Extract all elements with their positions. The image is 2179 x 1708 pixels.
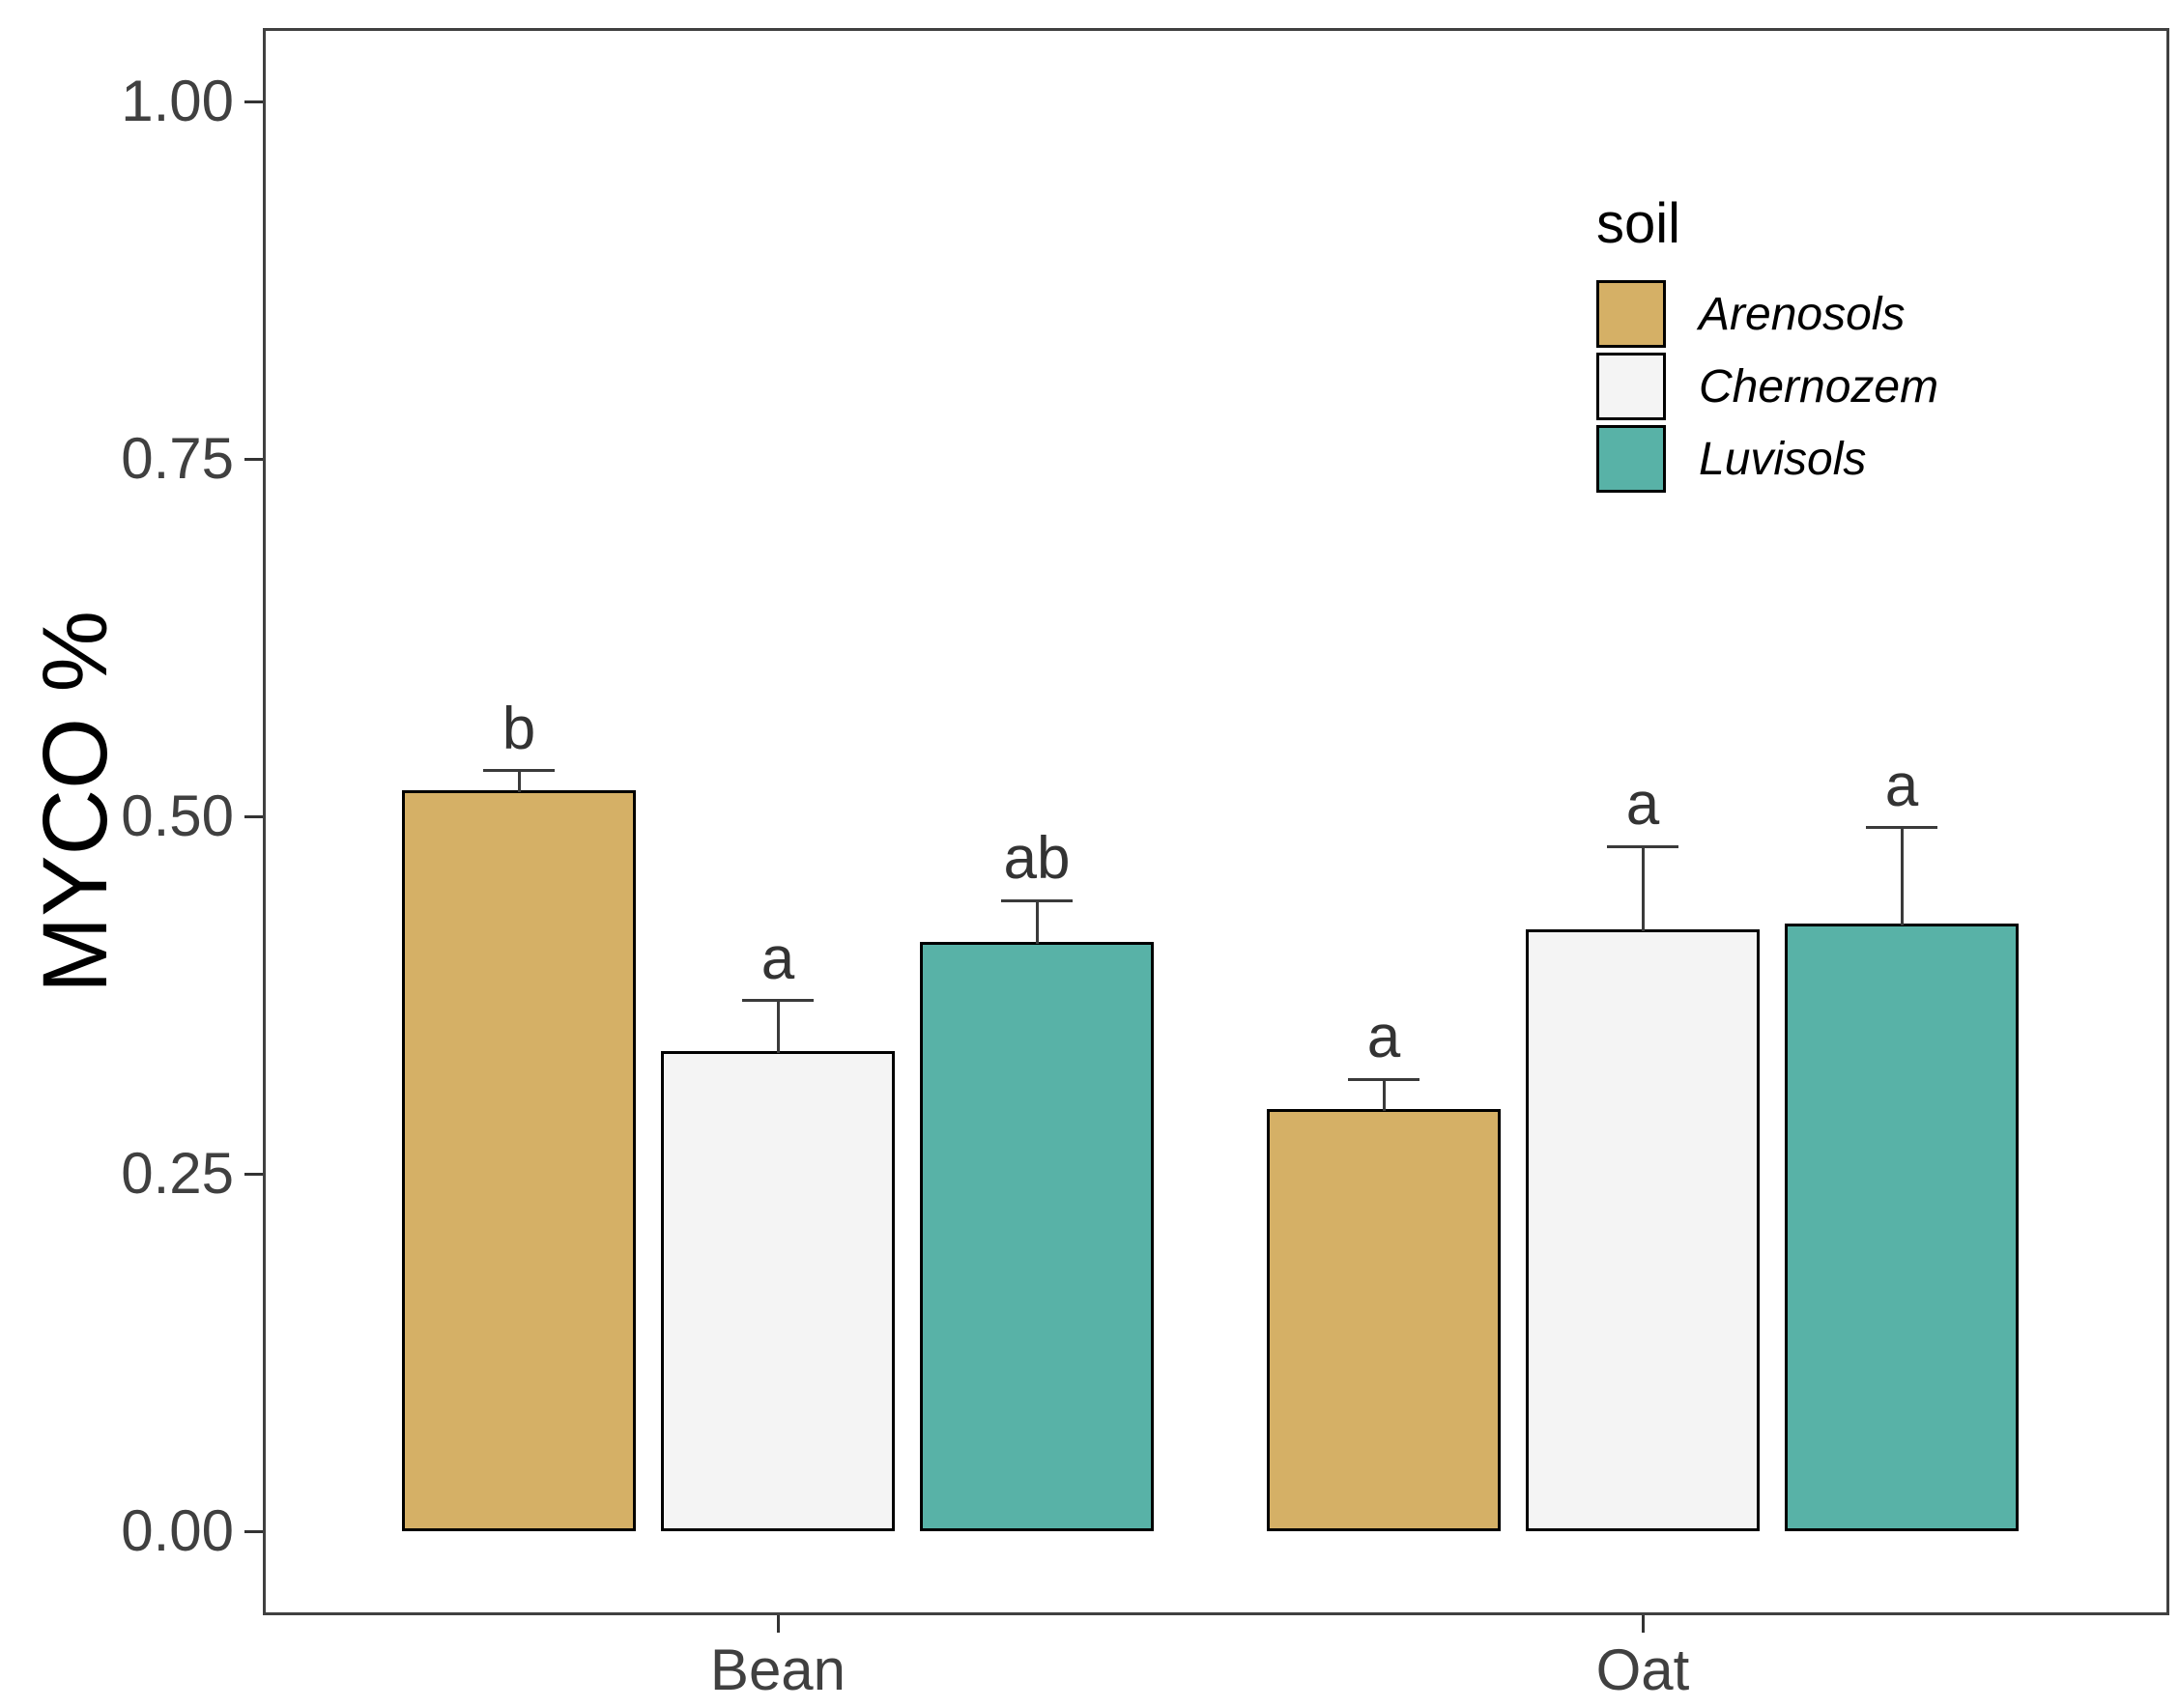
significance-letter: a <box>1884 752 1919 819</box>
y-tick-mark <box>244 1529 263 1533</box>
error-bar-cap <box>742 999 814 1003</box>
legend-key-swatch-arenosols <box>1596 280 1666 348</box>
bar-luvisols-oat <box>1785 924 2019 1531</box>
error-bar-whisker <box>1641 846 1645 931</box>
bar-chernozem-bean <box>661 1050 895 1531</box>
error-bar-cap <box>1607 844 1678 848</box>
y-tick-mark <box>244 814 263 818</box>
x-tick-label-oat: Oat <box>1595 1637 1690 1702</box>
error-bar-whisker <box>1382 1079 1386 1112</box>
significance-letter: ab <box>1003 825 1071 893</box>
error-bar-whisker <box>517 770 521 793</box>
error-bar-cap <box>1348 1077 1419 1081</box>
y-tick-label: 0.75 <box>121 426 234 491</box>
legend-key-swatch-luvisols <box>1596 425 1666 493</box>
legend-item-arenosols: Arenosols <box>1596 280 1938 348</box>
y-tick-mark <box>244 457 263 461</box>
error-bar-cap <box>1001 898 1073 902</box>
bar-chernozem-oat <box>1526 928 1760 1531</box>
x-tick-mark <box>1641 1615 1645 1633</box>
legend-item-luvisols: Luvisols <box>1596 425 1938 493</box>
y-tick-label: 0.00 <box>121 1498 234 1563</box>
significance-letter: a <box>760 925 795 992</box>
legend-key-swatch-chernozem <box>1596 353 1666 420</box>
significance-letter: b <box>502 695 536 762</box>
error-bar-whisker <box>776 1000 780 1053</box>
error-bar-whisker <box>1900 827 1904 925</box>
x-tick-mark <box>776 1615 780 1633</box>
bar-arenosols-bean <box>402 790 636 1531</box>
y-tick-label: 1.00 <box>121 69 234 133</box>
significance-letter: a <box>1366 1004 1401 1071</box>
x-tick-label-bean: Bean <box>709 1637 846 1702</box>
y-tick-mark <box>244 1172 263 1176</box>
legend-item-label: Luvisols <box>1699 433 1867 485</box>
y-tick-label: 0.50 <box>121 783 234 848</box>
legend: soil Arenosols Chernozem Luvisols <box>1596 193 1938 498</box>
legend-item-chernozem: Chernozem <box>1596 353 1938 420</box>
significance-letter: a <box>1625 771 1660 839</box>
bar-luvisols-bean <box>920 942 1154 1531</box>
y-tick-label: 0.25 <box>121 1141 234 1206</box>
bar-arenosols-oat <box>1267 1109 1501 1531</box>
error-bar-cap <box>483 769 555 773</box>
y-tick-mark <box>244 100 263 103</box>
legend-item-label: Arenosols <box>1699 288 1906 340</box>
error-bar-cap <box>1866 826 1937 830</box>
legend-item-label: Chernozem <box>1699 360 1939 413</box>
error-bar-whisker <box>1035 900 1039 945</box>
legend-title: soil <box>1596 192 1681 255</box>
